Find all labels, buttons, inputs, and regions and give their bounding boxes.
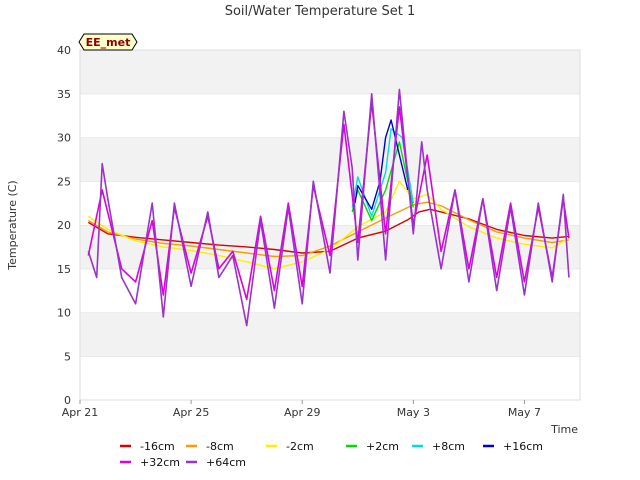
- x-axis-ticks: Apr 21 Apr 25 Apr 29 May 3 May 7: [62, 400, 541, 419]
- grid-band: [80, 356, 580, 400]
- grid-band: [80, 268, 580, 313]
- legend: -16cm -8cm -2cm +2cm +8cm +16cm +32cm +64cm: [120, 440, 543, 469]
- badge-label: EE_met: [86, 36, 131, 49]
- y-tick-label: 30: [57, 132, 71, 145]
- x-axis-label: Time: [550, 423, 578, 436]
- legend-label-minus16cm: -16cm: [140, 440, 175, 453]
- y-tick-label: 20: [57, 219, 71, 232]
- badge-shape: [78, 33, 138, 51]
- grid-band: [80, 181, 580, 225]
- y-tick-label: 0: [64, 394, 71, 407]
- dataset-badge: EE_met: [78, 33, 138, 51]
- x-tick-label: Apr 29: [284, 406, 321, 419]
- grid-band: [80, 50, 580, 94]
- y-tick-label: 15: [57, 263, 71, 276]
- y-tick-label: 5: [64, 350, 71, 363]
- grid-band: [80, 312, 580, 357]
- legend-label-plus2cm: +2cm: [366, 440, 399, 453]
- y-tick-label: 25: [57, 175, 71, 188]
- series-line-plus16cm: [354, 119, 409, 211]
- y-axis-ticks: 0 5 10 15 20 25 30 35 40: [57, 44, 71, 407]
- chart-title: Soil/Water Temperature Set 1: [225, 4, 416, 19]
- y-tick-label: 40: [57, 44, 71, 57]
- series-line-plus64cm: [87, 88, 570, 327]
- grid-band: [80, 137, 580, 182]
- grid-band: [80, 93, 580, 138]
- x-tick-label: May 3: [397, 406, 430, 419]
- y-tick-label: 35: [57, 88, 71, 101]
- plot-frame: [79, 49, 581, 401]
- x-tick-label: Apr 21: [62, 406, 99, 419]
- y-axis-label: Temperature (C): [6, 180, 19, 270]
- legend-label-plus8cm: +8cm: [432, 440, 465, 453]
- legend-label-minus2cm: -2cm: [286, 440, 314, 453]
- legend-label-plus32cm: +32cm: [140, 456, 180, 469]
- legend-label-plus64cm: +64cm: [206, 456, 246, 469]
- y-tick-label: 10: [57, 307, 71, 320]
- series-lines: [87, 88, 570, 327]
- legend-label-minus8cm: -8cm: [206, 440, 234, 453]
- legend-label-plus16cm: +16cm: [503, 440, 543, 453]
- x-tick-label: May 7: [508, 406, 541, 419]
- x-tick-label: Apr 25: [173, 406, 210, 419]
